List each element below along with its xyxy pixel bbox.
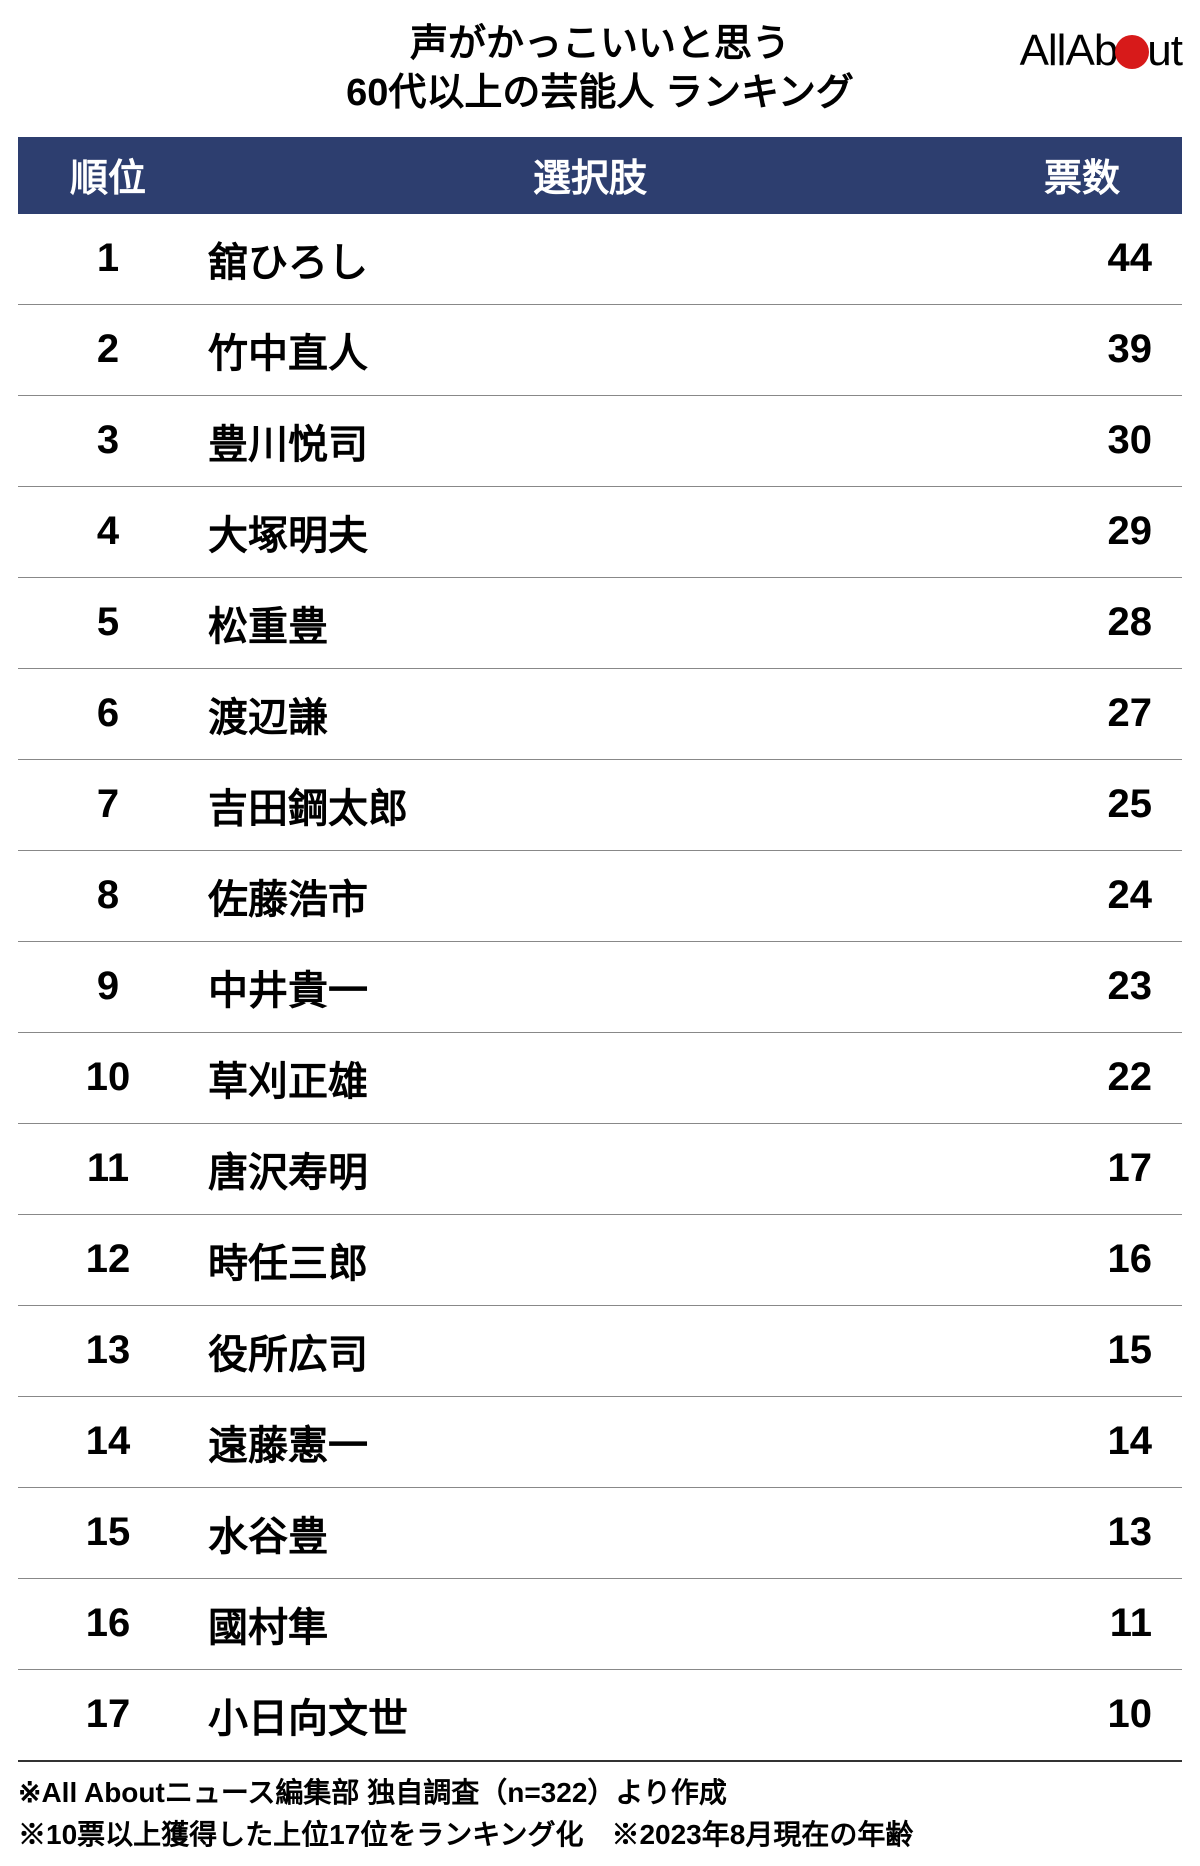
- cell-name: 竹中直人: [198, 304, 982, 395]
- cell-votes: 13: [982, 1487, 1182, 1578]
- cell-rank: 3: [18, 395, 198, 486]
- footnotes: ※All Aboutニュース編集部 独自調査（n=322）より作成 ※10票以上…: [18, 1772, 1182, 1856]
- table-row: 12時任三郎16: [18, 1214, 1182, 1305]
- footnote-1: ※All Aboutニュース編集部 独自調査（n=322）より作成: [18, 1772, 1182, 1814]
- cell-votes: 10: [982, 1669, 1182, 1761]
- cell-votes: 16: [982, 1214, 1182, 1305]
- cell-votes: 15: [982, 1305, 1182, 1396]
- cell-name: 佐藤浩市: [198, 850, 982, 941]
- cell-name: 豊川悦司: [198, 395, 982, 486]
- cell-name: 吉田鋼太郎: [198, 759, 982, 850]
- table-row: 13役所広司15: [18, 1305, 1182, 1396]
- table-row: 16國村隼11: [18, 1578, 1182, 1669]
- title-line-2: 60代以上の芸能人 ランキング: [18, 69, 1182, 118]
- cell-rank: 16: [18, 1578, 198, 1669]
- cell-name: 草刈正雄: [198, 1032, 982, 1123]
- cell-votes: 14: [982, 1396, 1182, 1487]
- table-row: 9中井貴一23: [18, 941, 1182, 1032]
- cell-votes: 28: [982, 577, 1182, 668]
- cell-rank: 17: [18, 1669, 198, 1761]
- cell-name: 小日向文世: [198, 1669, 982, 1761]
- cell-name: 遠藤憲一: [198, 1396, 982, 1487]
- table-row: 14遠藤憲一14: [18, 1396, 1182, 1487]
- allabout-logo: All Ab ut: [1020, 26, 1182, 76]
- cell-name: 舘ひろし: [198, 214, 982, 305]
- col-header-votes: 票数: [982, 137, 1182, 214]
- col-header-name: 選択肢: [198, 137, 982, 214]
- table-row: 6渡辺謙27: [18, 668, 1182, 759]
- cell-rank: 4: [18, 486, 198, 577]
- title-line-1: 声がかっこいいと思う: [18, 20, 1182, 69]
- ranking-table: 順位 選択肢 票数 1舘ひろし442竹中直人393豊川悦司304大塚明夫295松…: [18, 137, 1182, 1762]
- cell-rank: 11: [18, 1123, 198, 1214]
- logo-text-ab: Ab: [1065, 26, 1117, 76]
- cell-votes: 23: [982, 941, 1182, 1032]
- table-row: 3豊川悦司30: [18, 395, 1182, 486]
- cell-rank: 15: [18, 1487, 198, 1578]
- cell-name: 松重豊: [198, 577, 982, 668]
- cell-rank: 5: [18, 577, 198, 668]
- cell-rank: 14: [18, 1396, 198, 1487]
- cell-name: 役所広司: [198, 1305, 982, 1396]
- cell-votes: 22: [982, 1032, 1182, 1123]
- table-row: 11唐沢寿明17: [18, 1123, 1182, 1214]
- cell-votes: 44: [982, 214, 1182, 305]
- cell-name: 中井貴一: [198, 941, 982, 1032]
- cell-rank: 8: [18, 850, 198, 941]
- cell-votes: 25: [982, 759, 1182, 850]
- table-body: 1舘ひろし442竹中直人393豊川悦司304大塚明夫295松重豊286渡辺謙27…: [18, 214, 1182, 1761]
- cell-rank: 6: [18, 668, 198, 759]
- header: 声がかっこいいと思う 60代以上の芸能人 ランキング All Ab ut: [18, 20, 1182, 119]
- cell-rank: 1: [18, 214, 198, 305]
- cell-votes: 11: [982, 1578, 1182, 1669]
- cell-name: 大塚明夫: [198, 486, 982, 577]
- cell-votes: 27: [982, 668, 1182, 759]
- cell-votes: 39: [982, 304, 1182, 395]
- table-row: 17小日向文世10: [18, 1669, 1182, 1761]
- logo-text-all: All: [1020, 26, 1066, 76]
- logo-dot-icon: [1115, 35, 1149, 69]
- table-row: 1舘ひろし44: [18, 214, 1182, 305]
- cell-rank: 12: [18, 1214, 198, 1305]
- cell-votes: 17: [982, 1123, 1182, 1214]
- page-container: 声がかっこいいと思う 60代以上の芸能人 ランキング All Ab ut 順位 …: [0, 0, 1200, 1866]
- cell-name: 國村隼: [198, 1578, 982, 1669]
- table-row: 8佐藤浩市24: [18, 850, 1182, 941]
- table-row: 5松重豊28: [18, 577, 1182, 668]
- table-row: 2竹中直人39: [18, 304, 1182, 395]
- table-row: 4大塚明夫29: [18, 486, 1182, 577]
- col-header-rank: 順位: [18, 137, 198, 214]
- cell-name: 水谷豊: [198, 1487, 982, 1578]
- logo-text-ut: ut: [1147, 26, 1182, 76]
- table-header-row: 順位 選択肢 票数: [18, 137, 1182, 214]
- footnote-2: ※10票以上獲得した上位17位をランキング化 ※2023年8月現在の年齢: [18, 1814, 1182, 1856]
- cell-name: 時任三郎: [198, 1214, 982, 1305]
- cell-rank: 7: [18, 759, 198, 850]
- table-row: 7吉田鋼太郎25: [18, 759, 1182, 850]
- cell-rank: 2: [18, 304, 198, 395]
- cell-rank: 10: [18, 1032, 198, 1123]
- table-row: 10草刈正雄22: [18, 1032, 1182, 1123]
- cell-name: 唐沢寿明: [198, 1123, 982, 1214]
- table-row: 15水谷豊13: [18, 1487, 1182, 1578]
- cell-rank: 9: [18, 941, 198, 1032]
- cell-votes: 29: [982, 486, 1182, 577]
- cell-rank: 13: [18, 1305, 198, 1396]
- cell-votes: 30: [982, 395, 1182, 486]
- cell-votes: 24: [982, 850, 1182, 941]
- cell-name: 渡辺謙: [198, 668, 982, 759]
